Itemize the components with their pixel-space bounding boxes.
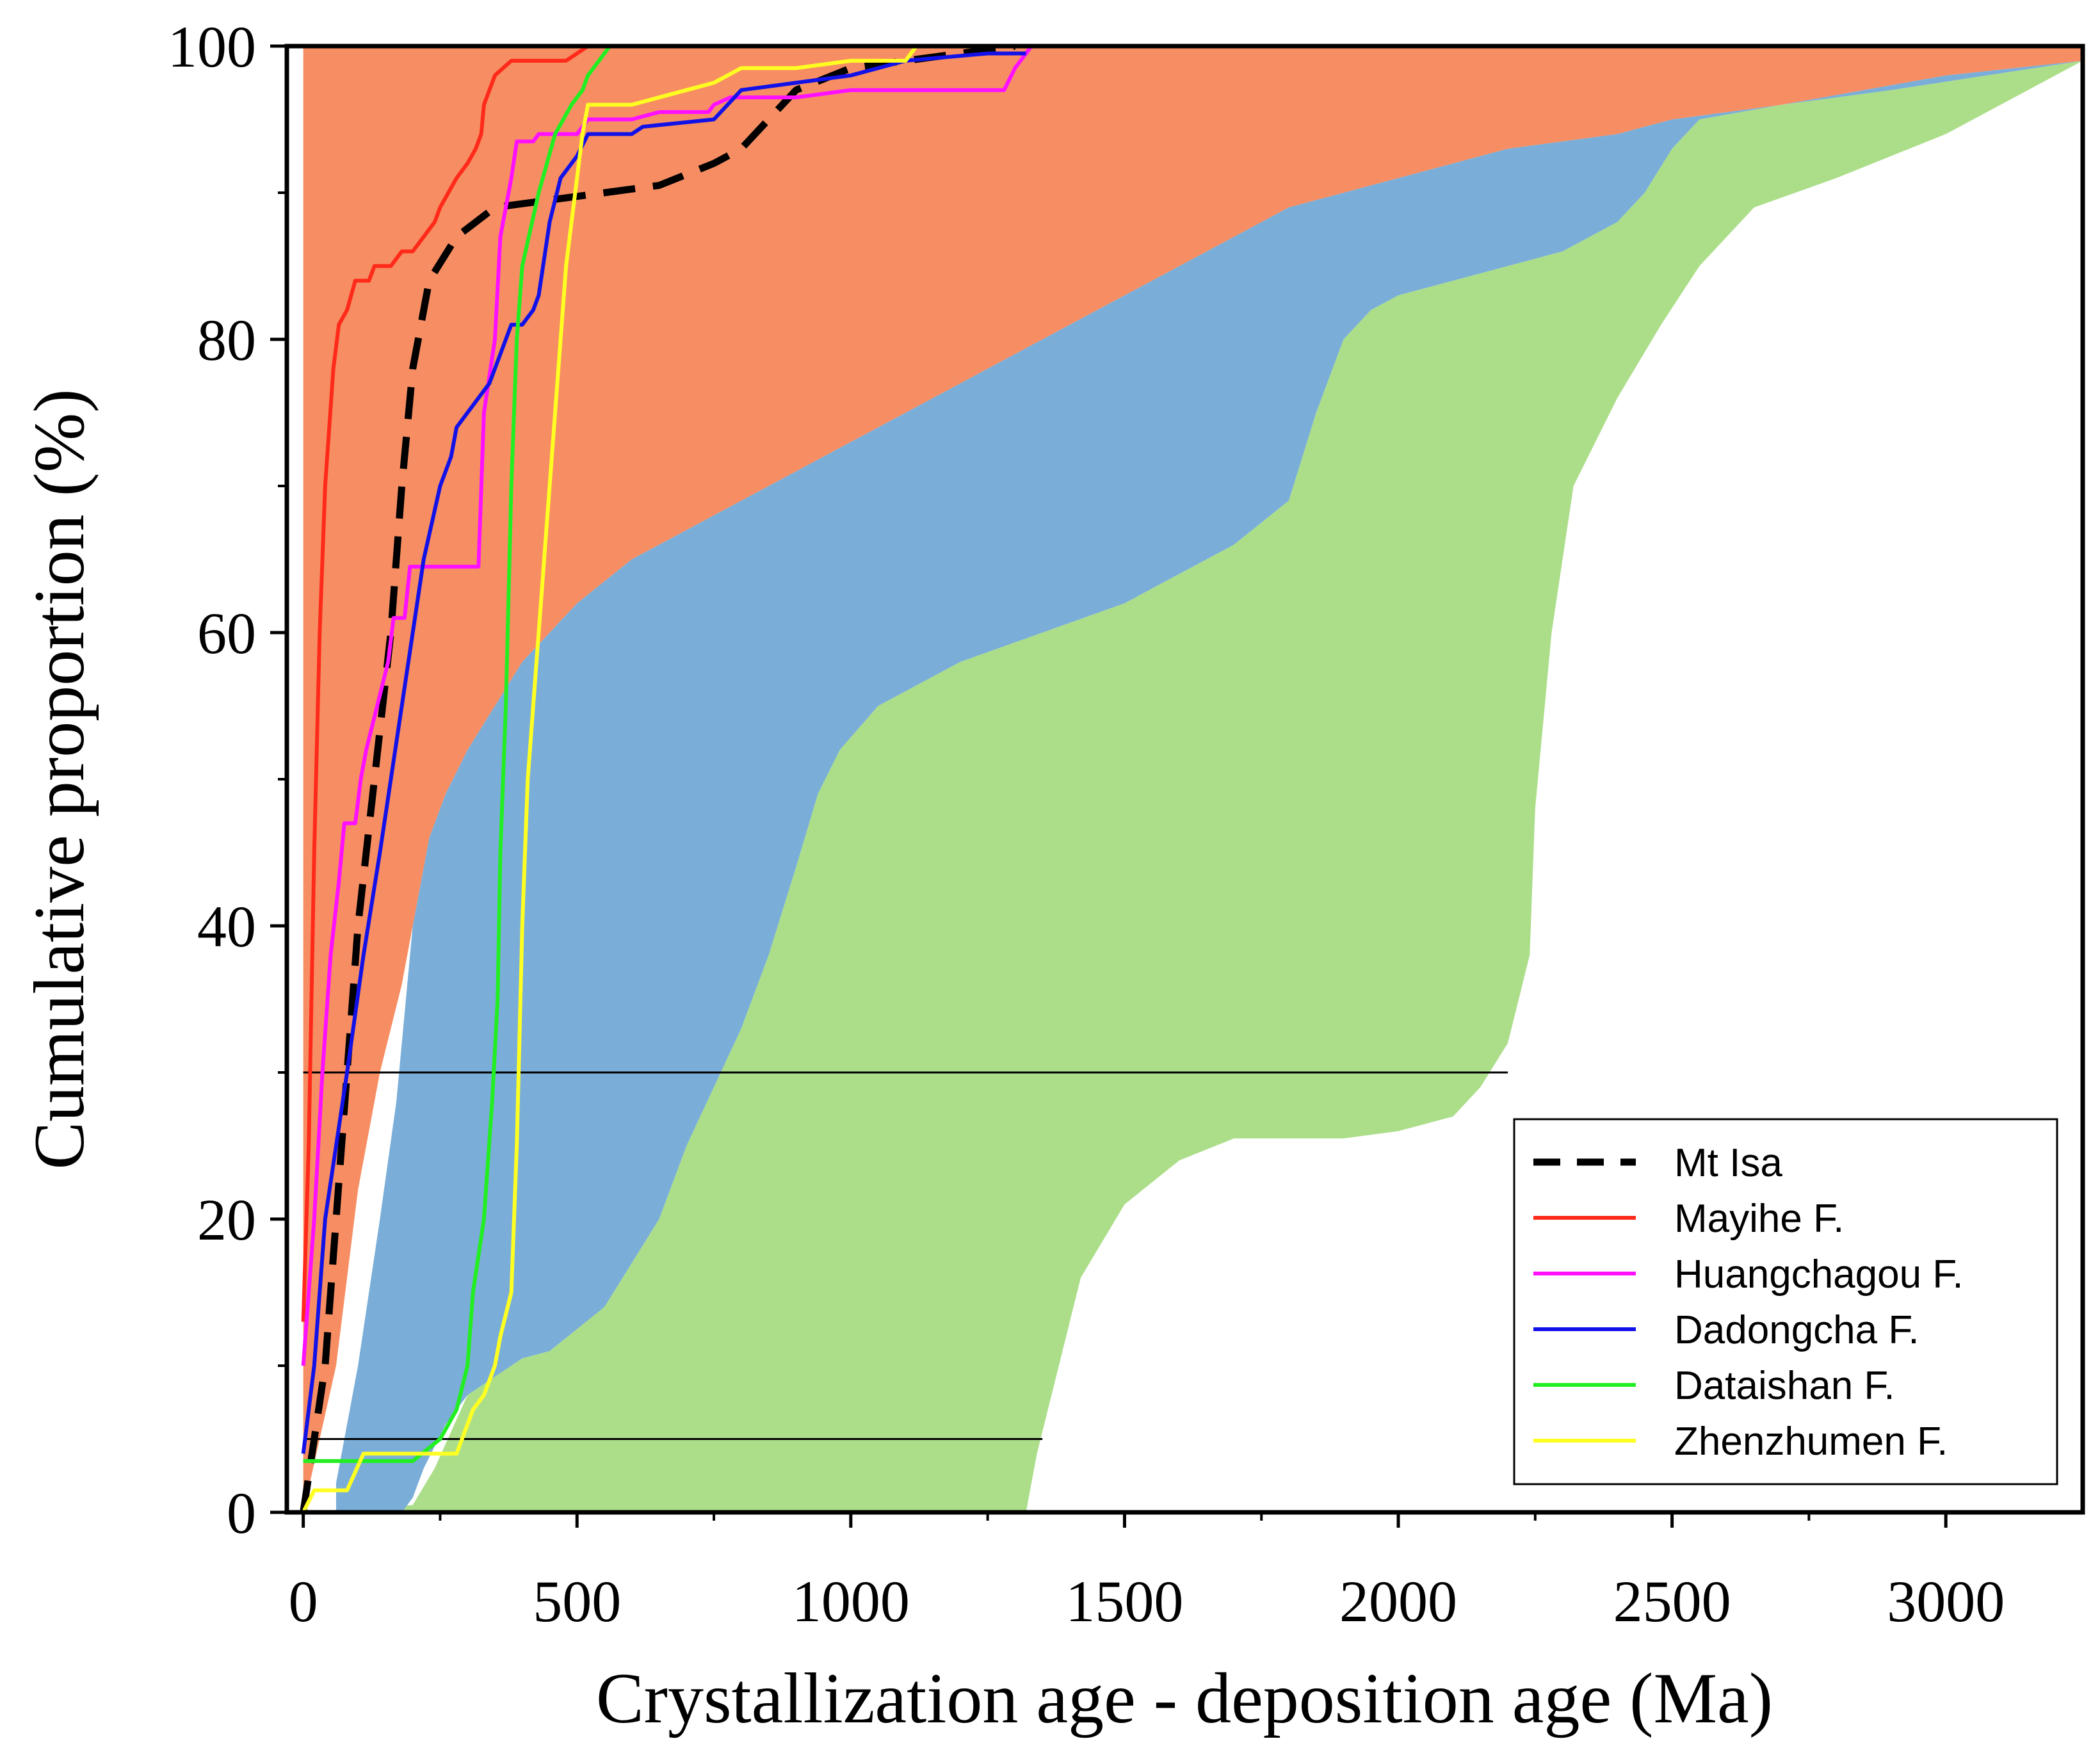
series-dadongcha-f [301,51,1026,1454]
x-tick-label: 2500 [1613,1569,1731,1634]
collisional-field [335,60,2083,1512]
x-tick-label: 500 [533,1569,621,1634]
y-tick-label: 20 [197,1187,256,1252]
x-tick-label: 1500 [1065,1569,1183,1634]
y-tick-label: 0 [227,1480,256,1546]
series-dataishan-f [303,46,611,1463]
data-series [300,46,1033,1512]
legend-label-dadongcha-f: Dadongcha F. [1674,1308,1919,1352]
convergent-field [303,46,2083,1512]
legend-box [1513,1118,2058,1485]
series-huangchagou-f [301,46,1033,1366]
legend-label-mayihe-f: Mayihe F. [1674,1197,1844,1241]
reference-lines [303,1071,1508,1440]
series-zhenzhumen-f [301,46,918,1512]
x-tick-label: 3000 [1887,1569,2005,1634]
extensional-field [303,60,2083,1512]
x-tick-label: 0 [289,1569,318,1634]
y-tick-label: 100 [168,14,256,79]
x-tick-label: 2000 [1339,1569,1457,1634]
y-tick-label: 40 [197,894,256,959]
series-mayihe-f [301,46,621,1322]
tectonic-setting-fields [303,46,2083,1512]
x-tick-label: 1000 [792,1569,910,1634]
legend-label-huangchagou-f: Huangchagou F. [1674,1252,1964,1297]
y-axis-ticks: 0 20 40 60 80 100 [168,14,287,1546]
series-mt-isa [300,46,1016,1512]
legend-label-mt-isa: Mt Isa [1674,1141,1782,1185]
x-axis-title: Crystallization age - deposition age (Ma… [596,1659,1773,1738]
y-tick-label: 60 [197,601,256,666]
legend-label-dataishan-f: Dataishan F. [1674,1364,1895,1408]
legend: Mt Isa Mayihe F. Huangchagou F. Dadongcha F… [1513,1118,2058,1485]
y-axis-title: Cumulative proportion (%) [20,389,99,1169]
legend-label-zhenzhumen-f: Zhenzhumen F. [1674,1419,1948,1464]
y-tick-label: 80 [197,307,256,373]
x-axis-ticks: 0 500 1000 1500 2000 2500 3000 [289,1512,2005,1634]
